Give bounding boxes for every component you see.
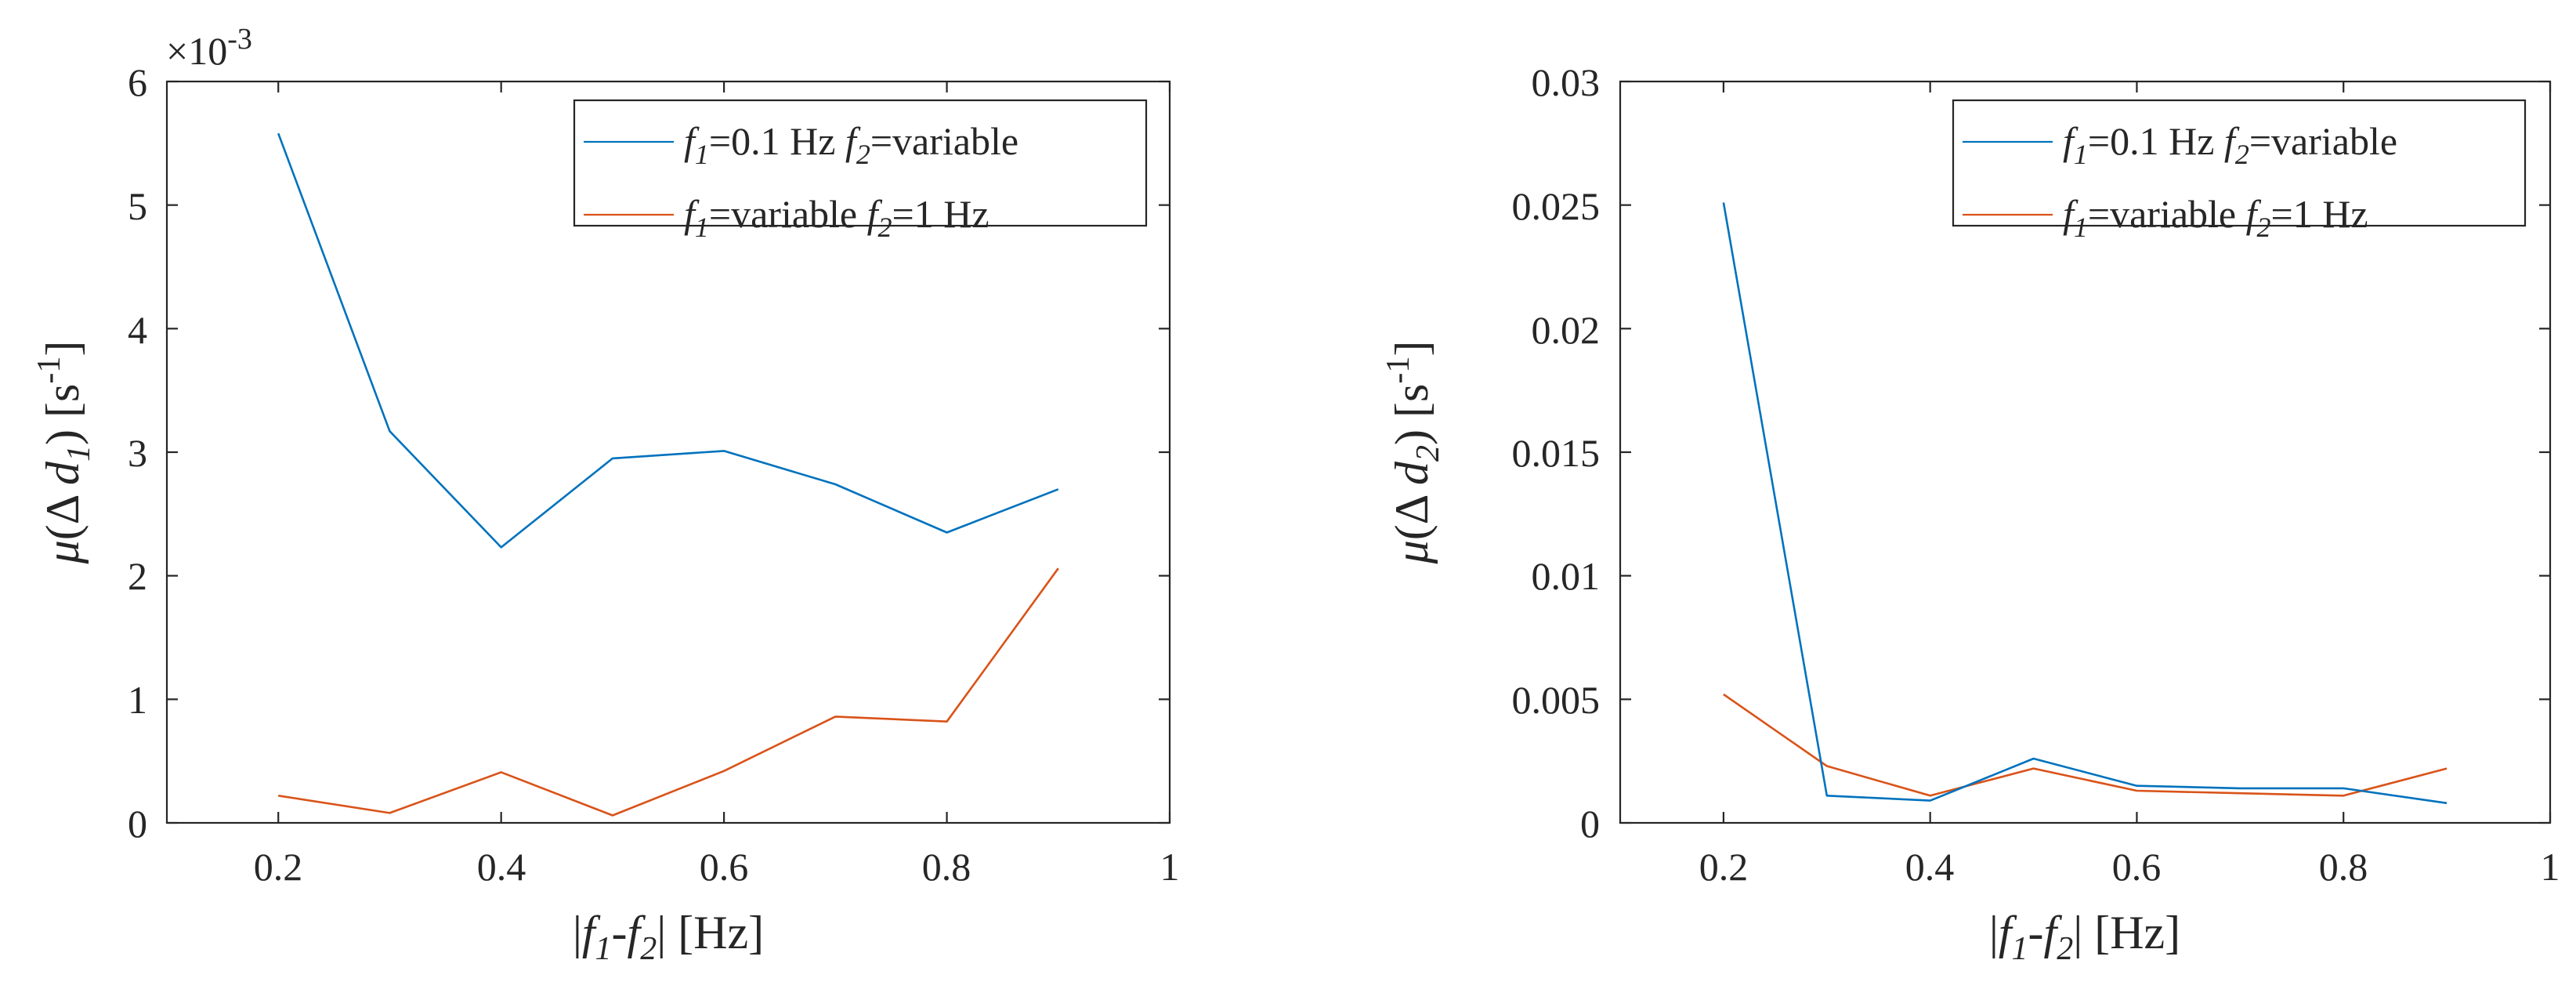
right-xtick-labels: 0.2 0.4 0.6 0.8 1 [1699, 845, 2560, 889]
right-ytick-label: 0.015 [1512, 431, 1601, 475]
right-xtick-label: 1 [2541, 845, 2560, 889]
left-legend: f1=0.1 Hz f2=variable f1=variable f2=1 H… [573, 99, 1148, 243]
left-panel: 0 1 2 3 4 5 6 0.2 0.4 0.6 0.8 1 ×10-3 |f… [31, 23, 1180, 967]
right-legend-box [1952, 99, 2527, 227]
left-xaxis-label: |f1-f2| [Hz] [573, 907, 764, 967]
right-xtick-label: 0.6 [2112, 845, 2162, 889]
left-ytick-labels: 0 1 2 3 4 5 6 [128, 60, 147, 846]
right-xtick-label: 0.8 [2319, 845, 2368, 889]
left-xtick-label: 0.2 [254, 845, 303, 889]
left-ytick-label: 2 [128, 554, 147, 598]
right-plot-area [1619, 80, 2552, 824]
left-ytick-label: 4 [128, 308, 147, 352]
left-xtick-label: 0.8 [922, 845, 971, 889]
legend-entry: f1=variable f2=1 Hz [1963, 192, 2368, 243]
right-ytick-labels: 0 0.005 0.01 0.015 0.02 0.025 0.03 [1512, 60, 1601, 846]
right-ytick-label: 0.03 [1532, 60, 1601, 104]
left-ytick-label: 1 [128, 678, 147, 722]
right-xtick-label: 0.2 [1699, 845, 1749, 889]
legend-label: f1=variable f2=1 Hz [684, 192, 990, 243]
legend-entry: f1=variable f2=1 Hz [584, 192, 990, 243]
series-line-blue [1722, 202, 2448, 805]
right-yaxis-label: μ(Δ d2) [s-1] [1380, 341, 1446, 565]
right-legend: f1=0.1 Hz f2=variable f1=variable f2=1 H… [1952, 99, 2527, 243]
legend-label: f1=0.1 Hz f2=variable [2063, 119, 2397, 170]
right-xaxis-label: |f1-f2| [Hz] [1989, 907, 2180, 967]
left-exponent-label: ×10-3 [166, 23, 252, 73]
right-ytick-label: 0.005 [1512, 678, 1601, 722]
left-ytick-label: 5 [128, 184, 147, 228]
left-plot-area [165, 80, 1171, 824]
left-yaxis-label: μ(Δ d1) [s-1] [31, 341, 97, 565]
right-series-lines [1722, 202, 2448, 805]
series-line-orange [278, 567, 1059, 817]
right-tick-marks [1620, 80, 2552, 824]
legend-entry: f1=0.1 Hz f2=variable [584, 119, 1018, 170]
right-xtick-label: 0.4 [1905, 845, 1955, 889]
left-series-lines [277, 132, 1059, 817]
right-panel: 0 0.005 0.01 0.015 0.02 0.025 0.03 0.2 0… [1380, 60, 2560, 967]
legend-entry: f1=0.1 Hz f2=variable [1963, 119, 2397, 170]
right-ytick-label: 0 [1580, 802, 1600, 846]
left-ytick-label: 6 [128, 60, 147, 104]
left-xtick-labels: 0.2 0.4 0.6 0.8 1 [254, 845, 1180, 889]
right-ytick-label: 0.01 [1532, 554, 1601, 598]
series-line-blue [277, 132, 1059, 549]
left-xtick-label: 1 [1160, 845, 1180, 889]
right-ytick-label: 0.025 [1512, 184, 1601, 228]
left-ytick-label: 3 [128, 431, 147, 475]
left-tick-marks [167, 80, 1171, 824]
series-line-orange [1723, 693, 2448, 797]
legend-label: f1=0.1 Hz f2=variable [684, 119, 1018, 170]
legend-label: f1=variable f2=1 Hz [2063, 192, 2368, 243]
left-ytick-label: 0 [128, 802, 147, 846]
left-legend-box [573, 99, 1148, 227]
right-ytick-label: 0.02 [1532, 308, 1601, 352]
left-xtick-label: 0.6 [700, 845, 749, 889]
left-xtick-label: 0.4 [477, 845, 526, 889]
